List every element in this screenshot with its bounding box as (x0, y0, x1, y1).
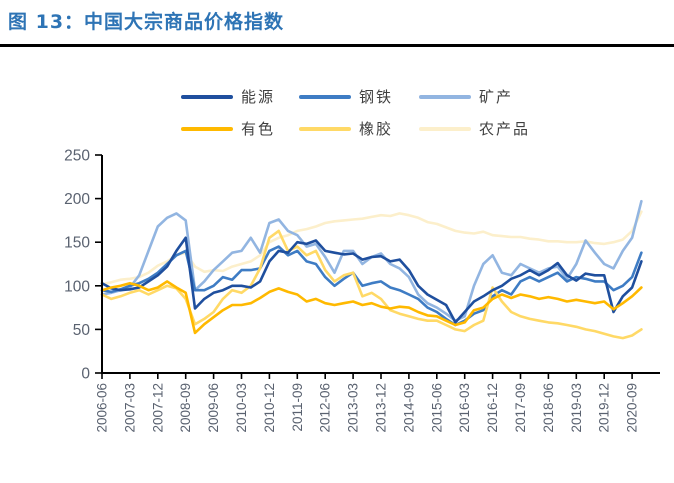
commodity-price-line-chart: 0 50 100 150 200 250 2006-06 2007-03 2007-12 2008… (64, 148, 660, 433)
legend-swatch-minerals (419, 95, 471, 99)
axes: 0 50 100 150 200 250 2006-06 2007-03 2007-12 2008… (64, 148, 660, 433)
legend-label-minerals: 矿产 (479, 88, 514, 106)
y-tick-label: 150 (64, 235, 90, 252)
x-tick-label: 2016-03 (457, 383, 472, 433)
legend-label-rubber: 橡胶 (359, 120, 394, 138)
x-tick-label: 2007-03 (122, 383, 137, 433)
series-line-energy (100, 236, 643, 324)
y-tick-label: 100 (64, 278, 90, 295)
x-tick-label: 2006-06 (95, 383, 110, 433)
x-tick-label: 2019-03 (569, 383, 584, 433)
legend-swatch-agricultural (419, 127, 471, 131)
x-tick-label: 2018-06 (541, 383, 556, 433)
x-tick-label: 2012-06 (318, 383, 333, 433)
legend-label-energy: 能源 (241, 88, 276, 106)
legend-item-nonferrous: 有色 (181, 121, 275, 137)
legend-item-agricultural: 农产品 (419, 121, 530, 137)
series-lines (100, 199, 643, 340)
x-tick-label: 2017-09 (513, 383, 528, 433)
x-tick-label: 2010-12 (262, 383, 277, 433)
legend-swatch-steel (299, 95, 351, 99)
x-tick-label: 2015-06 (429, 383, 444, 433)
x-tick-label: 2007-12 (150, 383, 165, 433)
legend-swatch-rubber (299, 127, 351, 131)
x-tick-label: 2016-12 (485, 383, 500, 433)
x-tick-label: 2010-03 (234, 383, 249, 433)
x-tick-label: 2014-09 (401, 383, 416, 433)
legend-item-steel: 钢铁 (299, 89, 393, 105)
x-tick-label: 2019-12 (597, 383, 612, 433)
y-tick-label: 50 (73, 322, 91, 339)
series-line-nonferrous (100, 280, 643, 335)
chart-legend: 能源 钢铁 矿产有色 橡胶 农产品 (0, 0, 674, 148)
x-tick-label: 2013-03 (346, 383, 361, 433)
legend-item-minerals: 矿产 (419, 89, 513, 105)
x-tick-label: 2011-09 (290, 383, 305, 432)
x-tick-label: 2020-09 (625, 383, 640, 433)
legend-swatch-nonferrous (181, 127, 233, 131)
legend-swatch-energy (181, 95, 233, 99)
figure-title: 图 13：中国大宗商品价格指数 (8, 11, 285, 33)
legend-item-energy: 能源 (181, 89, 275, 105)
y-tick-label: 250 (64, 148, 90, 165)
title-divider (0, 44, 674, 47)
legend-label-agricultural: 农产品 (479, 120, 531, 138)
legend-label-steel: 钢铁 (359, 88, 394, 106)
legend-item-rubber: 橡胶 (299, 121, 393, 137)
y-tick-label: 0 (81, 366, 90, 383)
x-tick-label: 2013-12 (374, 383, 389, 433)
series-line-agricultural (100, 210, 643, 286)
legend-label-nonferrous: 有色 (241, 120, 276, 138)
x-tick-label: 2009-06 (206, 383, 221, 433)
y-tick-label: 200 (64, 191, 90, 208)
x-tick-label: 2008-09 (178, 383, 193, 433)
